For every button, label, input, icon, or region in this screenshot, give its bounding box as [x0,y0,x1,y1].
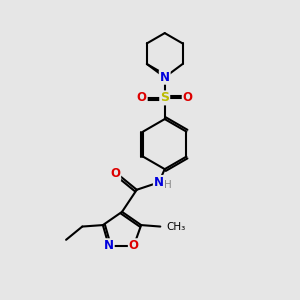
Text: N: N [104,239,114,252]
Text: CH₃: CH₃ [167,222,186,232]
Text: O: O [183,92,193,104]
Text: H: H [164,180,172,190]
Text: O: O [137,92,147,104]
Text: O: O [110,167,120,180]
Text: N: N [154,176,164,189]
Text: N: N [160,71,170,84]
Text: S: S [160,92,169,104]
Text: O: O [129,239,139,252]
